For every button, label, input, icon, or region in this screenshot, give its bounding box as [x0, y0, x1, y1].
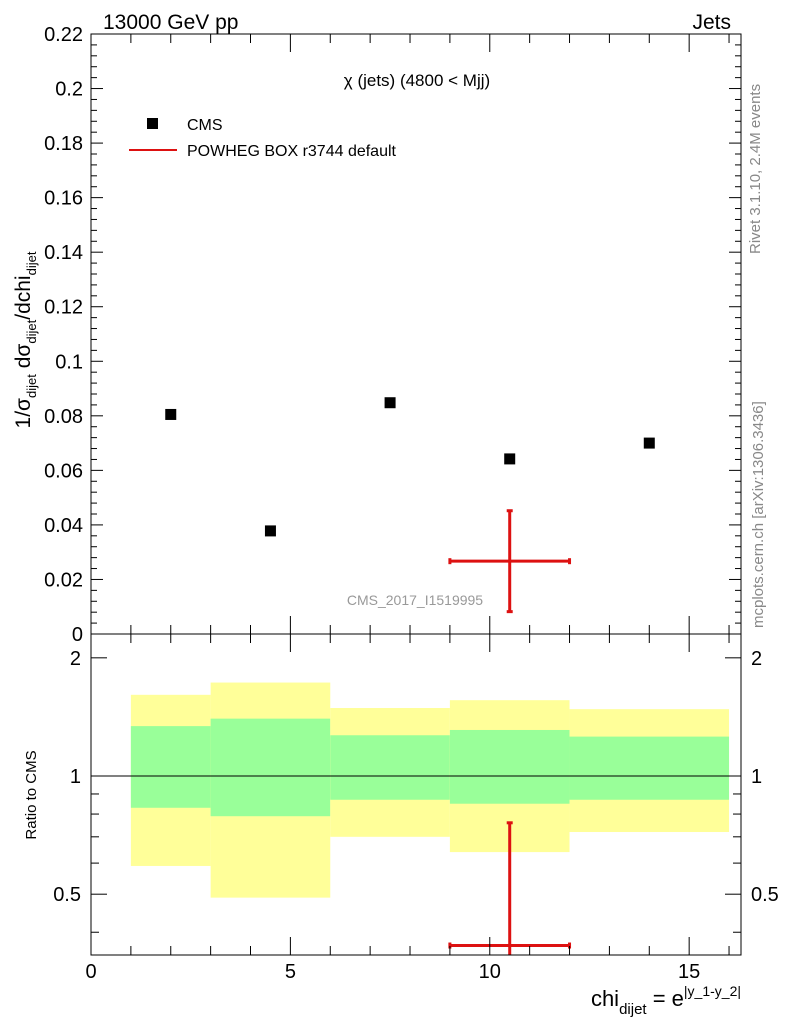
x-tick-label: 15	[678, 961, 700, 983]
cms-data-point	[384, 397, 396, 409]
main-y-axis-label: 1/σdijet dσdijet/dchidijet	[12, 251, 39, 428]
main-panel: 0 0.02 0.04 0.06 0.08 0.1 0.12 0.14 0.16 0.18 0.2 0…	[12, 24, 742, 646]
ratio-x-tick-labels: 0 5 10 15	[85, 961, 700, 983]
ratio-band-inner	[449, 729, 570, 804]
x-tick-label: 10	[479, 961, 501, 983]
mcplots-label: mcplots.cern.ch [arXiv:1306.3436]	[750, 401, 767, 628]
main-y-tick-label: 0.22	[44, 24, 83, 46]
legend: CMS POWHEG BOX r3744 default	[129, 117, 397, 160]
ratio-band-inner	[330, 735, 450, 800]
main-y-tick-label: 0.2	[55, 79, 83, 101]
main-y-tick-label: 0	[72, 624, 83, 646]
ratio-band-inner	[210, 718, 331, 817]
x-tick-label: 5	[285, 961, 296, 983]
legend-label-powheg: POWHEG BOX r3744 default	[187, 143, 397, 160]
analysis-watermark: CMS_2017_I1519995	[347, 592, 483, 608]
x-tick-label: 0	[85, 961, 96, 983]
legend-marker-cms	[147, 118, 158, 129]
ratio-bands	[130, 682, 730, 898]
cms-data-point	[165, 408, 177, 420]
cms-data-point	[264, 525, 276, 537]
header-left: 13000 GeV pp	[103, 11, 238, 34]
ratio-y-tick-label-right: 1	[751, 766, 762, 788]
header-right: Jets	[692, 11, 731, 34]
ratio-panel: 0.5 0.5 1 1 2 2 0 5 10 15 Ratio to CMS chidijet …	[23, 633, 779, 1018]
main-y-tick-label: 0.18	[44, 133, 83, 155]
ratio-y-tick-label-right: 0.5	[751, 884, 779, 906]
main-y-tick-label: 0.04	[44, 515, 83, 537]
main-y-tick-labels: 0 0.02 0.04 0.06 0.08 0.1 0.12 0.14 0.16 0.18 0.2 0…	[44, 24, 83, 646]
main-y-tick-label: 0.06	[44, 460, 83, 482]
main-y-tick-label: 0.08	[44, 406, 83, 428]
cms-data-point	[504, 453, 516, 465]
ratio-band-inner	[569, 736, 730, 800]
main-y-tick-label: 0.1	[55, 351, 83, 373]
ratio-y-tick-label-right: 2	[751, 648, 762, 670]
rivet-label: Rivet 3.1.10, 2.4M events	[747, 84, 764, 254]
main-y-tick-label: 0.12	[44, 297, 83, 319]
main-chart-title: χ (jets) (4800 < Mjj)	[344, 71, 490, 90]
ratio-y-tick-labels: 0.5 0.5 1 1 2 2	[53, 648, 779, 906]
main-y-tick-label: 0.14	[44, 242, 83, 264]
ratio-frame	[90, 633, 742, 956]
main-axis-ticks	[90, 33, 741, 635]
main-data-marks	[165, 397, 655, 614]
ratio-band-inner	[130, 726, 211, 808]
ratio-y-tick-label: 1	[70, 766, 81, 788]
main-y-tick-label: 0.02	[44, 569, 83, 591]
ratio-y-tick-label: 2	[70, 648, 81, 670]
ratio-y-axis-label: Ratio to CMS	[23, 750, 40, 839]
cms-data-point	[643, 437, 655, 449]
ratio-y-tick-label: 0.5	[53, 884, 81, 906]
main-y-tick-label: 0.16	[44, 188, 83, 210]
x-axis-label: chidijet = e|y_1-y_2|	[591, 983, 741, 1018]
legend-label-cms: CMS	[187, 117, 223, 134]
